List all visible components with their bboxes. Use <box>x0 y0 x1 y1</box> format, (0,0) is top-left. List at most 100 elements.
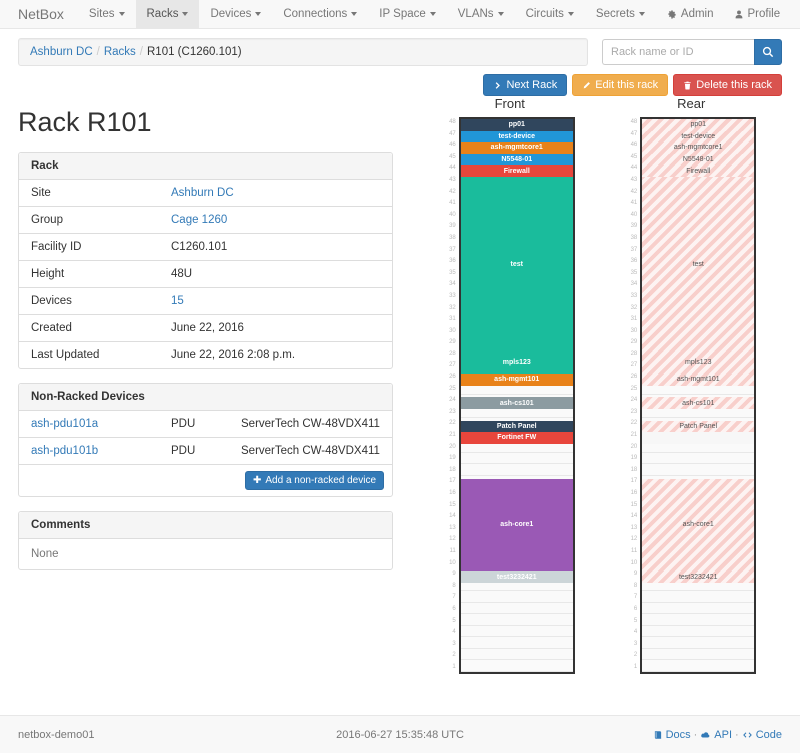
rack-device-ash-mgmt101[interactable]: ash-mgmt101 <box>642 374 755 386</box>
rack-device-test[interactable]: test <box>642 177 755 351</box>
rack-unit-6[interactable] <box>642 602 755 615</box>
brand-logo[interactable]: NetBox <box>18 6 64 22</box>
add-nonracked-device-button[interactable]: ✚ Add a non-racked device <box>244 470 384 490</box>
rack-device-test3232421[interactable]: test3232421 <box>460 571 573 583</box>
rack-device-patch-panel[interactable]: Patch Panel <box>642 420 755 433</box>
rack-unit-1[interactable] <box>642 660 755 672</box>
rack-unit-25[interactable] <box>642 383 755 396</box>
rack-device-ash-cs101[interactable]: ash-cs101 <box>642 397 755 409</box>
rack-unit-18[interactable] <box>642 464 755 476</box>
rack-device-ash-mgmt101[interactable]: ash-mgmt101 <box>460 374 573 386</box>
unit-number: 35 <box>630 269 638 276</box>
unit-number: 27 <box>630 362 638 369</box>
trash-icon <box>683 81 692 90</box>
nav-profile[interactable]: Profile <box>724 0 791 28</box>
rack-elevations: Front 48 47 46 45 44 43 42 41 40 39 38 37 36 35 34 33 32… <box>393 96 782 674</box>
unit-number: 21 <box>449 432 456 439</box>
nonracked-device-link[interactable]: ash-pdu101b <box>31 444 99 457</box>
rack-device-firewall[interactable]: Firewall <box>642 165 755 177</box>
unit-number: 25 <box>449 385 456 392</box>
nav-item-ip-space[interactable]: IP Space <box>368 0 446 28</box>
rack-device-mpls123[interactable]: mpls123 <box>460 351 573 375</box>
edit-this-rack-button[interactable]: Edit this rack <box>572 74 669 96</box>
add-nonracked-device-label: Add a non-racked device <box>265 474 376 486</box>
rack-detail-row: Created June 22, 2016 <box>19 313 392 342</box>
next-rack-button[interactable]: Next Rack <box>483 74 568 96</box>
rack-device-test[interactable]: test <box>460 177 573 351</box>
rack-detail-value: Ashburn DC <box>159 180 392 207</box>
rack-unit-20[interactable] <box>642 441 755 453</box>
unit-number: 37 <box>630 246 638 253</box>
rack-unit-4[interactable] <box>460 625 573 638</box>
rack-unit-19[interactable] <box>460 452 573 465</box>
rack-unit-5[interactable] <box>460 614 573 626</box>
rack-device-patch-panel[interactable]: Patch Panel <box>460 420 573 433</box>
footer-link-code[interactable]: Code <box>742 729 782 741</box>
rack-detail-value-link[interactable]: Ashburn DC <box>171 186 234 199</box>
rack-device-mpls123[interactable]: mpls123 <box>642 351 755 375</box>
main-content: Rack R101 Rack Site Ashburn DC Group Cage 1… <box>0 96 800 674</box>
rack-unit-7[interactable] <box>642 591 755 603</box>
rack-device-ash-cs101[interactable]: ash-cs101 <box>460 397 573 409</box>
rack-device-fortinet-fw[interactable]: Fortinet FW <box>460 432 573 444</box>
rear-rack-body: 48 47 46 45 44 43 42 41 40 39 38 37 36 35 34 33 32 31 30 29… <box>626 117 757 674</box>
delete-this-rack-button[interactable]: Delete this rack <box>673 74 782 96</box>
rack-detail-row: Last Updated June 22, 2016 2:08 p.m. <box>19 340 392 368</box>
rack-device-n5548-01[interactable]: N5548-01 <box>460 153 573 166</box>
rack-unit-6[interactable] <box>460 602 573 615</box>
rack-device-test3232421[interactable]: test3232421 <box>642 571 755 583</box>
rack-unit-25[interactable] <box>460 383 573 396</box>
nav-item-racks[interactable]: Racks <box>135 0 200 28</box>
rack-device-ash-mgmtcore1[interactable]: ash-mgmtcore1 <box>642 142 755 154</box>
rack-device-pp01[interactable]: pp01 <box>460 119 573 131</box>
unit-number: 7 <box>633 594 638 601</box>
rack-unit-2[interactable] <box>642 648 755 661</box>
rack-unit-20[interactable] <box>460 441 573 453</box>
rack-unit-3[interactable] <box>642 637 755 649</box>
rack-device-n5548-01[interactable]: N5548-01 <box>642 153 755 166</box>
rack-unit-8[interactable] <box>460 579 573 592</box>
rack-detail-value-link[interactable]: 15 <box>171 294 184 307</box>
rack-unit-19[interactable] <box>642 452 755 465</box>
rack-detail-value-link[interactable]: Cage 1260 <box>171 213 228 226</box>
rack-unit-5[interactable] <box>642 614 755 626</box>
nav-item-devices[interactable]: Devices <box>199 0 272 28</box>
rack-unit-18[interactable] <box>460 464 573 476</box>
rack-unit-1[interactable] <box>460 660 573 672</box>
nav-item-vlans[interactable]: VLANs <box>447 0 515 28</box>
nav-item-sites[interactable]: Sites <box>78 0 136 28</box>
rack-device-ash-core1[interactable]: ash-core1 <box>642 478 755 572</box>
breadcrumb-site[interactable]: Ashburn DC <box>30 46 93 58</box>
rack-unit-2[interactable] <box>460 648 573 661</box>
footer-link-docs[interactable]: Docs <box>653 729 691 741</box>
breadcrumb-current: R101 (C1260.101) <box>147 46 242 58</box>
rack-unit-8[interactable] <box>642 579 755 592</box>
rack-unit-reserved[interactable] <box>642 432 755 444</box>
search-button[interactable] <box>754 39 782 65</box>
rack-device-test-device[interactable]: test-device <box>642 130 755 143</box>
rack-device-test-device[interactable]: test-device <box>460 130 573 143</box>
rack-device-ash-mgmtcore1[interactable]: ash-mgmtcore1 <box>460 142 573 154</box>
search-input[interactable] <box>602 39 754 65</box>
breadcrumb-racks[interactable]: Racks <box>103 46 136 58</box>
nav-item-circuits[interactable]: Circuits <box>515 0 585 28</box>
rear-rack-units: pp01 test-device ash-mgmtcore1 N5548-01 Fire… <box>640 117 757 674</box>
rack-unit-7[interactable] <box>460 591 573 603</box>
rack-unit-4[interactable] <box>642 625 755 638</box>
rack-unit-23[interactable] <box>460 406 573 419</box>
rack-unit-3[interactable] <box>460 637 573 649</box>
nonracked-device-link[interactable]: ash-pdu101a <box>31 417 99 430</box>
front-unit-ruler-left: 48 47 46 45 44 43 42 41 40 39 38 37 36 35 34 33 32 31 30 29… <box>445 117 459 674</box>
footer-separator: · <box>693 728 698 741</box>
nav-item-connections[interactable]: Connections <box>272 0 368 28</box>
rack-device-firewall[interactable]: Firewall <box>460 165 573 177</box>
nav-admin[interactable]: Admin <box>656 0 724 28</box>
nav-log-out[interactable]: Log out <box>790 0 800 28</box>
footer-link-api[interactable]: API <box>700 729 732 741</box>
rack-unit-23[interactable] <box>642 406 755 419</box>
rack-device-ash-core1[interactable]: ash-core1 <box>460 478 573 572</box>
breadcrumb-separator-2: / <box>139 46 143 58</box>
nav-item-secrets[interactable]: Secrets <box>585 0 656 28</box>
rack-device-pp01[interactable]: pp01 <box>642 119 755 131</box>
unit-number: 22 <box>630 420 638 427</box>
